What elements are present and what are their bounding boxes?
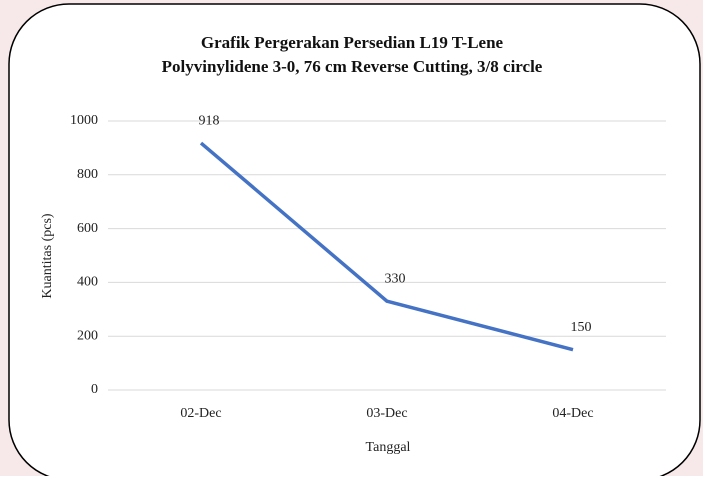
data-label: 330 — [385, 271, 406, 286]
x-tick-label: 02-Dec — [180, 406, 221, 421]
y-axis-label: Kuantitas (pcs) — [40, 213, 55, 298]
y-tick-label: 800 — [77, 167, 98, 182]
y-tick-label: 0 — [91, 382, 98, 397]
y-tick-label: 400 — [77, 275, 98, 290]
data-label: 918 — [199, 113, 220, 128]
x-axis-label: Tanggal — [366, 440, 411, 455]
y-tick-label: 200 — [77, 328, 98, 343]
y-tick-label: 600 — [77, 221, 98, 236]
chart-title: Grafik Pergerakan Persedian L19 T-Lene — [201, 33, 504, 52]
data-label: 150 — [571, 320, 592, 335]
chart-title: Polyvinylidene 3-0, 76 cm Reverse Cuttin… — [162, 57, 543, 76]
x-tick-label: 03-Dec — [366, 406, 407, 421]
y-tick-label: 1000 — [70, 113, 98, 128]
data-line — [199, 141, 574, 352]
x-tick-label: 04-Dec — [552, 406, 593, 421]
